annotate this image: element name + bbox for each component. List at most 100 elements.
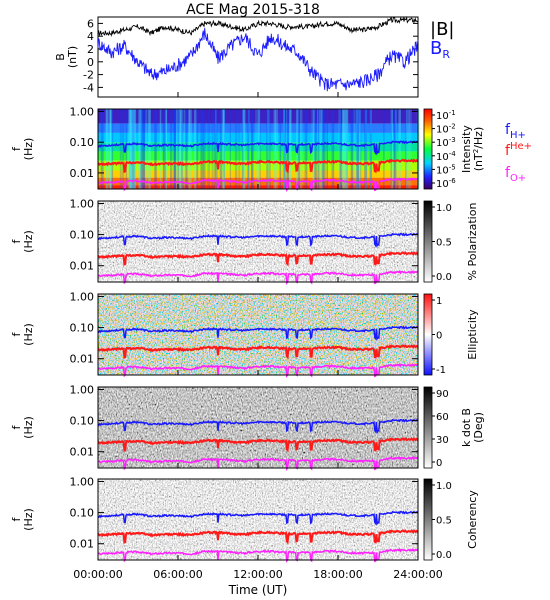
legend-b-total: |B| — [430, 19, 454, 40]
gyro-line-o — [97, 177, 419, 192]
intensity-streak — [129, 109, 131, 189]
x-tick-label-2: 12:00:00 — [233, 568, 282, 581]
colorbar-title: % Polarization — [466, 203, 479, 281]
intensity-streak — [142, 109, 145, 189]
y-tick-label: 4 — [87, 30, 94, 43]
intensity-streak — [369, 109, 372, 189]
intensity-streak — [154, 109, 157, 189]
spectrogram-noise — [98, 387, 418, 468]
x-axis-title: Time (UT) — [228, 583, 288, 597]
y-tick-label: 1.00 — [70, 105, 95, 118]
intensity-streak — [138, 109, 141, 189]
spectrogram-noise — [98, 294, 418, 375]
intensity-streak — [282, 109, 286, 189]
legend-f-h: fH+ — [505, 122, 526, 141]
intensity-streak — [369, 109, 372, 189]
series-b-r-line — [97, 28, 419, 92]
intensity-streak — [214, 109, 218, 189]
x-tick-label-0: 00:00:00 — [73, 568, 122, 581]
y-axis-title: f(Hz) — [10, 230, 35, 253]
intensity-streak — [338, 109, 341, 189]
intensity-streak — [283, 109, 286, 189]
intensity-streak — [359, 109, 362, 189]
gyro-line-h — [97, 232, 419, 248]
panel-polarization: 1.00 0.10 0.01 f(Hz) 1.0 0.5 0.0 % Polarization — [10, 197, 479, 285]
intensity-streak — [345, 109, 348, 189]
y-tick-label: 0.01 — [70, 446, 95, 459]
y-tick-label: 0.10 — [70, 136, 95, 149]
intensity-streak — [288, 109, 291, 189]
intensity-streak — [196, 109, 199, 189]
intensity-streak — [314, 109, 317, 189]
intensity-streak — [139, 109, 143, 189]
intensity-streak — [283, 109, 286, 189]
y-tick-label: 1.00 — [70, 475, 95, 488]
intensity-streak — [159, 109, 162, 189]
y-tick-label: 0.10 — [70, 415, 95, 428]
legend-f-o: fO+ — [505, 165, 526, 184]
gyro-line-he — [97, 251, 419, 267]
legend-b-r: BR — [430, 38, 450, 61]
intensity-streak — [140, 109, 143, 189]
intensity-streak — [234, 109, 238, 189]
intensity-streak — [129, 109, 132, 189]
intensity-streak — [243, 109, 246, 189]
intensity-streak — [274, 109, 278, 189]
intensity-streak — [369, 109, 372, 189]
intensity-streak — [215, 109, 217, 189]
intensity-streak — [299, 109, 303, 189]
intensity-streak — [185, 109, 188, 189]
intensity-streak — [143, 109, 146, 189]
y-tick-label: 1.00 — [70, 383, 95, 396]
intensity-streak — [229, 109, 231, 189]
colorbar-tick-label: 10-1 — [436, 109, 456, 122]
intensity-streak — [180, 109, 183, 189]
intensity-streak — [175, 109, 178, 189]
y-tick-label: 0.01 — [70, 260, 95, 273]
intensity-streak — [163, 109, 167, 189]
intensity-streak — [129, 109, 133, 189]
intensity-streak — [178, 109, 181, 189]
colorbar-tick-label: 1.0 — [436, 203, 452, 214]
y-tick-label: 0.01 — [70, 538, 95, 551]
intensity-streak — [149, 109, 151, 189]
colorbar-tick-label: 0.0 — [436, 272, 452, 283]
intensity-streak — [326, 109, 328, 189]
intensity-streak — [222, 109, 225, 189]
intensity-streak — [342, 109, 344, 189]
gyro-line-he — [97, 344, 419, 360]
x-tick-label-1: 06:00:00 — [153, 568, 202, 581]
intensity-streak — [131, 109, 133, 189]
intensity-streak — [200, 109, 203, 189]
intensity-streak — [390, 109, 392, 189]
intensity-streak — [306, 109, 308, 189]
intensity-streak — [339, 109, 343, 189]
panel-frame — [97, 16, 419, 98]
intensity-band — [98, 123, 418, 133]
intensity-streak — [110, 109, 113, 189]
intensity-streak — [109, 109, 111, 189]
y-tick-label: 0.01 — [70, 353, 95, 366]
intensity-streak — [119, 109, 122, 189]
gyro-line-o — [97, 270, 419, 285]
intensity-streak — [383, 109, 385, 189]
intensity-streak — [393, 109, 397, 189]
intensity-streak — [347, 109, 349, 189]
colorbar — [423, 478, 433, 561]
intensity-streak — [211, 109, 214, 189]
y-tick-label: 2 — [87, 43, 94, 56]
panel-k-dot-b: 1.00 0.10 0.01 f(Hz) 90 60 30 0 k dot B(Deg) — [10, 383, 485, 471]
gyro-line-o — [97, 363, 419, 378]
intensity-streak — [357, 109, 359, 189]
gyro-line-he — [97, 437, 419, 453]
chart-title: ACE Mag 2015-318 — [186, 2, 320, 18]
intensity-streak — [180, 109, 183, 189]
intensity-streak — [321, 109, 325, 189]
series-b-total-line — [97, 16, 419, 38]
intensity-streak — [238, 109, 241, 189]
intensity-streak — [266, 109, 270, 189]
intensity-streak — [142, 109, 145, 189]
intensity-streak — [343, 109, 347, 189]
intensity-streak — [342, 109, 346, 189]
y-tick-label: -2 — [83, 69, 94, 82]
